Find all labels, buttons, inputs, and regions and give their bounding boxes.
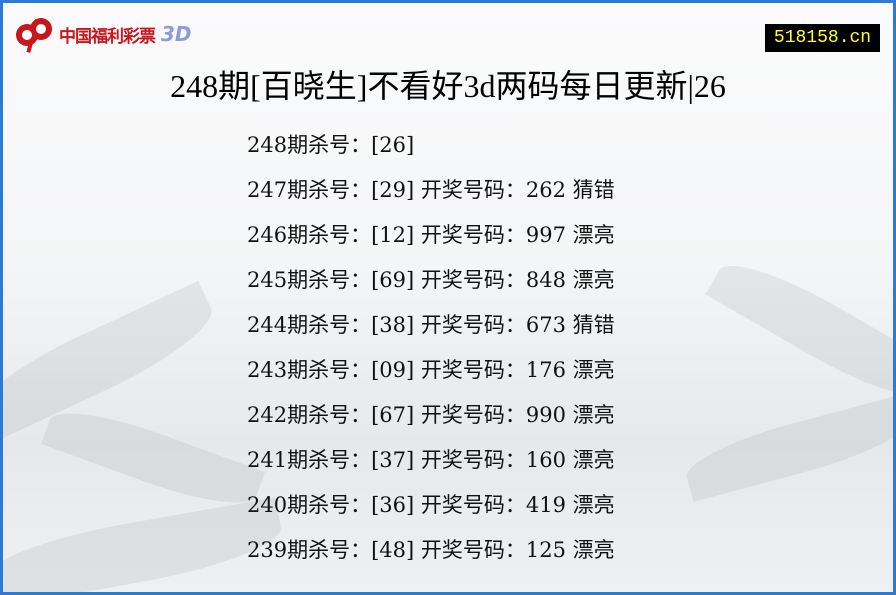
draw-label: 开奖号码：: [420, 403, 526, 427]
result-text: 猜错: [572, 313, 615, 337]
draw-number: 262: [525, 178, 566, 202]
result-text: 漂亮: [572, 538, 615, 562]
draw-number: 848: [525, 268, 566, 292]
issue-label: 248期杀号：: [247, 133, 372, 157]
issue-label: 244期杀号：: [247, 313, 372, 337]
list-item: 247期杀号：[29] 开奖号码：262 猜错: [247, 175, 615, 220]
kill-number: [29]: [371, 178, 415, 202]
draw-label: 开奖号码：: [420, 493, 526, 517]
kill-number: [09]: [371, 358, 415, 382]
kill-number: [12]: [371, 223, 415, 247]
issue-label: 241期杀号：: [247, 448, 372, 472]
welfare-lottery-logo-icon: [16, 18, 52, 53]
result-text: 漂亮: [572, 358, 615, 382]
draw-label: 开奖号码：: [420, 358, 526, 382]
result-text: 漂亮: [572, 493, 615, 517]
issue-label: 242期杀号：: [247, 403, 372, 427]
draw-number: 176: [525, 358, 566, 382]
draw-number: 160: [525, 448, 566, 472]
logo-text: 中国福利彩票: [59, 26, 156, 47]
draw-number: 997: [525, 223, 566, 247]
issue-label: 246期杀号：: [247, 223, 372, 247]
site-badge: 518158.cn: [765, 24, 880, 52]
result-text: 猜错: [572, 178, 615, 202]
list-item: 243期杀号：[09] 开奖号码：176 漂亮: [247, 355, 615, 400]
bamboo-leaf-decoration: [3, 497, 286, 592]
lottery-logo: 中国福利彩票 3D: [13, 13, 192, 55]
draw-label: 开奖号码：: [420, 223, 526, 247]
kill-number: [38]: [371, 313, 415, 337]
list-item: 241期杀号：[37] 开奖号码：160 漂亮: [247, 445, 615, 490]
draw-label: 开奖号码：: [420, 178, 526, 202]
issue-label: 243期杀号：: [247, 358, 372, 382]
draw-number: 673: [525, 313, 566, 337]
result-text: 漂亮: [572, 403, 615, 427]
issue-label: 247期杀号：: [247, 178, 372, 202]
prediction-list: 248期杀号：[26] 247期杀号：[29] 开奖号码：262 猜错 246期杀…: [247, 130, 615, 580]
result-text: 漂亮: [572, 223, 615, 247]
kill-number: [69]: [371, 268, 415, 292]
issue-label: 245期杀号：: [247, 268, 372, 292]
kill-number: [37]: [371, 448, 415, 472]
kill-number: [67]: [371, 403, 415, 427]
draw-label: 开奖号码：: [420, 268, 526, 292]
list-item: 246期杀号：[12] 开奖号码：997 漂亮: [247, 220, 615, 265]
logo-3d-text: 3D: [161, 22, 192, 46]
list-item: 239期杀号：[48] 开奖号码：125 漂亮: [247, 535, 615, 580]
draw-label: 开奖号码：: [420, 538, 526, 562]
draw-number: 125: [525, 538, 566, 562]
draw-number: 419: [525, 493, 566, 517]
result-text: 漂亮: [572, 448, 615, 472]
list-item: 248期杀号：[26]: [247, 130, 615, 175]
issue-label: 239期杀号：: [247, 538, 372, 562]
bamboo-leaf-decoration: [41, 396, 265, 520]
kill-number: [26]: [371, 133, 415, 157]
draw-label: 开奖号码：: [420, 313, 526, 337]
kill-number: [36]: [371, 493, 415, 517]
kill-number: [48]: [371, 538, 415, 562]
page-title: 248期[百晓生]不看好3d两码每日更新|26: [170, 68, 726, 104]
draw-number: 990: [525, 403, 566, 427]
list-item: 244期杀号：[38] 开奖号码：673 猜错: [247, 310, 615, 355]
draw-label: 开奖号码：: [420, 448, 526, 472]
list-item: 245期杀号：[69] 开奖号码：848 漂亮: [247, 265, 615, 310]
bamboo-leaf-decoration: [680, 394, 893, 502]
result-text: 漂亮: [572, 268, 615, 292]
issue-label: 240期杀号：: [247, 493, 372, 517]
list-item: 242期杀号：[67] 开奖号码：990 漂亮: [247, 400, 615, 445]
list-item: 240期杀号：[36] 开奖号码：419 漂亮: [247, 490, 615, 535]
bamboo-leaf-decoration: [705, 246, 893, 415]
